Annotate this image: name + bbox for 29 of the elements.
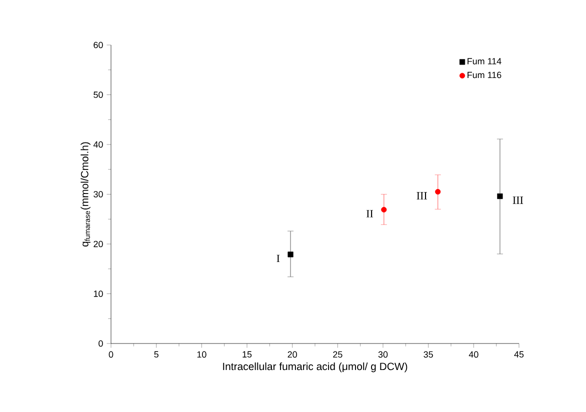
point — [288, 252, 294, 258]
x-tick-label: 10 — [197, 351, 206, 358]
x-tick-label: 5 — [154, 351, 158, 358]
point — [381, 206, 387, 212]
y-axis-title: q$_{fumarase}$(mmol/Cmol.h) — [80, 142, 90, 247]
annotation: III — [416, 192, 427, 200]
y-tick-label: 10 — [94, 290, 103, 297]
y-tick-label: 30 — [94, 191, 103, 198]
point — [497, 193, 503, 200]
y-tick-label: 40 — [93, 141, 103, 148]
x-tick-label: 20 — [288, 351, 297, 358]
y-tick-label: 60 — [94, 42, 103, 48]
x-tick-label: 45 — [514, 351, 524, 358]
y-tick-label: 20 — [94, 240, 103, 248]
y-tick-label: 0 — [98, 340, 103, 347]
x-tick-label: 25 — [333, 351, 342, 358]
legend-label: Fum 114 — [468, 58, 502, 64]
x-tick-label: 30 — [378, 351, 388, 358]
y-tick-label: 50 — [94, 92, 103, 98]
x-tick-label: 0 — [108, 351, 114, 358]
x-tick-label: 40 — [468, 351, 478, 358]
annotation: II — [366, 210, 374, 218]
legend-label: Fum 116 — [468, 72, 502, 78]
x-tick-label: 35 — [424, 351, 433, 358]
annotation: III — [512, 196, 524, 204]
point — [435, 188, 441, 195]
x-tick-label: 15 — [242, 351, 252, 358]
x-axis-title: Intracellular fumaric acid (μmol/ g DCW) — [223, 362, 408, 372]
annotation: I — [276, 254, 280, 262]
